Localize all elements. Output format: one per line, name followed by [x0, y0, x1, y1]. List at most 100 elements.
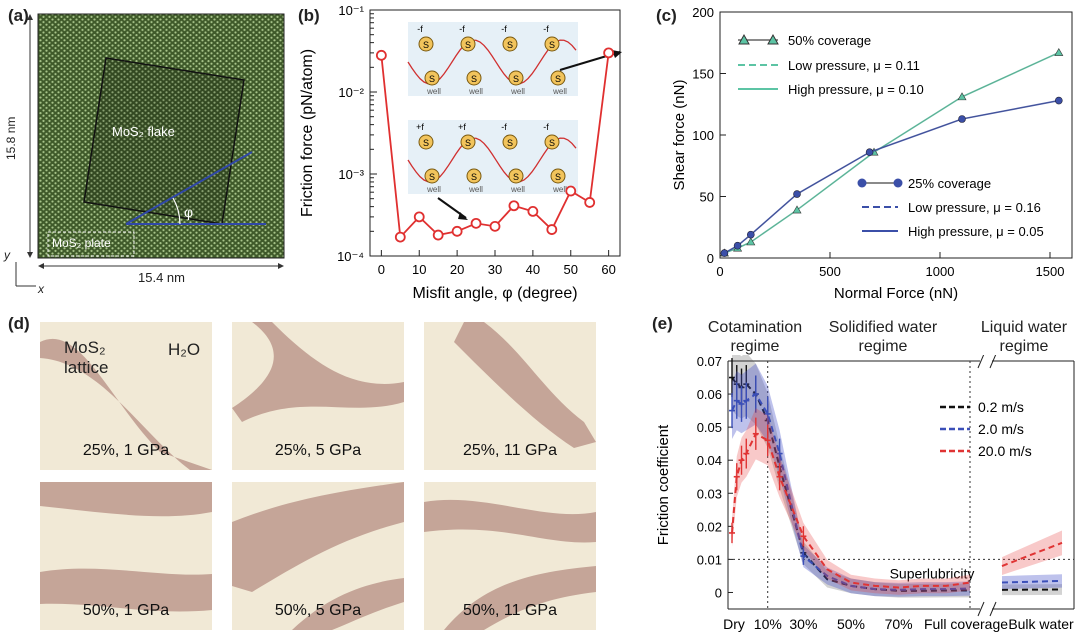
- circle-point: [733, 241, 742, 250]
- atom-label: S: [549, 40, 555, 50]
- flake-outline: [83, 57, 245, 225]
- y-tick-label: 0.07: [697, 355, 722, 369]
- snapshot-3: 25%, 11 GPa: [424, 322, 596, 470]
- x-tick-label: 20: [450, 262, 464, 277]
- atom-label: S: [471, 172, 477, 182]
- circle-point: [958, 115, 966, 123]
- plot-frame: [719, 11, 1073, 259]
- y-tick-label: 100: [692, 128, 714, 143]
- lattice-label: lattice: [64, 358, 109, 377]
- atom-label: S: [429, 74, 435, 84]
- atom-label: S: [429, 172, 435, 182]
- x-tick-label: 1000: [926, 264, 955, 279]
- y-tick-label: 10⁻²: [338, 85, 364, 100]
- well-label: well: [468, 185, 483, 194]
- atom-bottom: [424, 70, 440, 86]
- legend-label: 25% coverage: [908, 176, 991, 191]
- snapshot-caption: 25%, 5 GPa: [274, 442, 362, 459]
- mos2-label: MoS₂: [64, 338, 106, 357]
- atom-bottom: [424, 168, 440, 184]
- y-axis-label: Friction coefficient: [655, 424, 672, 545]
- friction-point: [603, 47, 615, 59]
- y-axis-label: Shear force (nN): [671, 80, 688, 191]
- circle-point: [865, 148, 874, 157]
- atom-bottom: [508, 70, 524, 86]
- atom-top: [544, 134, 560, 150]
- x-tick-label: 0: [378, 262, 385, 277]
- superlubricity-label: Superlubricity: [890, 565, 975, 581]
- friction-point: [546, 224, 558, 235]
- triangle-point: [746, 237, 756, 246]
- atom-label: S: [507, 138, 513, 148]
- snapshot-1: MoS₂ lattice H₂O 25%, 1 GPa: [40, 322, 212, 470]
- snapshot-4: 50%, 1 GPa: [40, 482, 212, 630]
- chart-b: 10⁻⁴ 10⁻³ 10⁻² 10⁻¹ 0 10 20 30 40 50 60 Misfit angl…: [299, 3, 622, 302]
- circle-point: [747, 230, 755, 239]
- atom-label: S: [465, 40, 471, 50]
- well-label: well: [510, 87, 525, 96]
- friction-point: [527, 205, 539, 217]
- x-tick-label: 50: [564, 262, 578, 277]
- atom-label: S: [471, 74, 477, 84]
- atom-top: [418, 36, 434, 52]
- x-tick-label: 30%: [789, 616, 817, 632]
- snapshot-6: 50%, 11 GPa: [424, 482, 596, 630]
- snapshot-caption: 50%, 11 GPa: [463, 602, 557, 619]
- panel-a-figure: [15, 13, 285, 287]
- chart-c: 0 50 100 150 200 0 500 1000 1500 Normal Force (nN…: [671, 5, 1073, 302]
- legend-marker: [738, 33, 750, 45]
- x-tick-label: 500: [819, 264, 841, 279]
- series-line: [731, 376, 970, 592]
- arrow-bottom-head: [458, 212, 468, 220]
- friction-point: [508, 200, 520, 212]
- height-label: 15.8 nm: [4, 116, 18, 160]
- y-tick-label: 0: [707, 251, 714, 266]
- bulk-band: [1002, 530, 1062, 575]
- y-tick-label: 50: [700, 190, 714, 205]
- x-tick-label: Dry: [723, 616, 745, 632]
- plate-lattice: [37, 13, 285, 259]
- panel-a-label: (a): [8, 6, 29, 25]
- y-tick-label: 0.01: [697, 552, 722, 567]
- x-tick-label: 1500: [1036, 264, 1065, 279]
- atom-bottom: [550, 70, 566, 86]
- y-tick-label: 10⁻⁴: [337, 249, 364, 264]
- x-tick-label: 40: [526, 262, 540, 277]
- panel-d-label: (d): [8, 314, 30, 333]
- x-tick-label: Full coverage: [924, 616, 1008, 632]
- friction-point: [413, 211, 425, 223]
- x-axis-label: Normal Force (nN): [834, 285, 958, 302]
- atom-top: [544, 36, 560, 52]
- x-tick-label: 70%: [885, 616, 913, 632]
- legend-marker: [893, 178, 903, 188]
- atom-top: [502, 36, 518, 52]
- legend-label: Low pressure, μ = 0.16: [908, 200, 1041, 215]
- plate-label: MoS₂ plate: [52, 236, 111, 250]
- atom-top: [460, 134, 476, 150]
- atom-bottom: [508, 168, 524, 184]
- atom-label: S: [555, 74, 561, 84]
- triangle-point: [1054, 47, 1064, 56]
- well-label: well: [426, 185, 441, 194]
- bulk-line: [1001, 579, 1063, 584]
- circle-point: [793, 190, 801, 198]
- width-label: 15.4 nm: [138, 270, 185, 285]
- break-mark: [977, 355, 985, 369]
- atom-label: S: [465, 138, 471, 148]
- legend-marker: [767, 33, 779, 45]
- legend-label: 0.2 m/s: [978, 399, 1024, 415]
- atom-label: S: [555, 172, 561, 182]
- regime-solidified: Solidified water regime: [828, 319, 938, 355]
- x-tick-label: 30: [488, 262, 502, 277]
- legend-label: Low pressure, μ = 0.11: [788, 58, 920, 73]
- break-mark: [989, 355, 997, 369]
- friction-point: [451, 225, 463, 237]
- well-label: well: [468, 87, 483, 96]
- legend-label: High pressure, μ = 0.05: [908, 224, 1044, 239]
- snapshot-caption: 25%, 11 GPa: [463, 442, 557, 459]
- y-tick-label: 0.05: [697, 420, 722, 435]
- snapshot-caption: 50%, 1 GPa: [82, 602, 170, 619]
- chart-e: 0 0.01 0.02 0.03 0.04 0.05 0.06 0.07 Friction co…: [655, 355, 1075, 632]
- panel-b-label: (b): [298, 6, 320, 25]
